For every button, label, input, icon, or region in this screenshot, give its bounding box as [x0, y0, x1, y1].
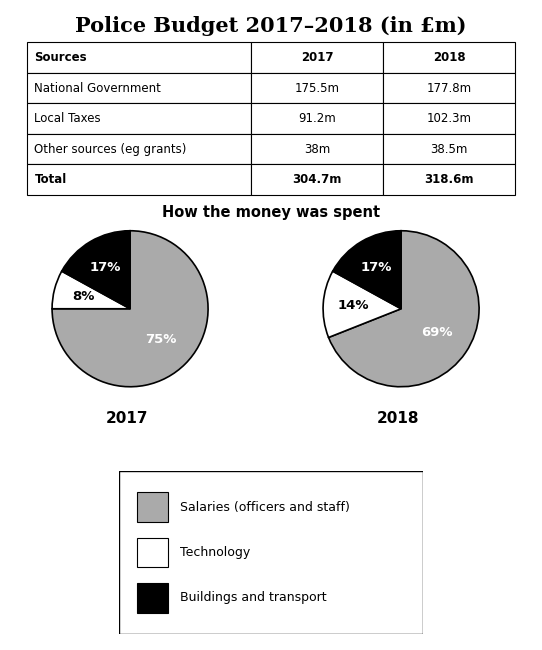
Bar: [251, 42, 383, 73]
Text: 75%: 75%: [145, 333, 176, 346]
Bar: [251, 73, 383, 103]
Text: Technology: Technology: [180, 546, 250, 559]
Wedge shape: [62, 231, 130, 309]
Text: 2018: 2018: [433, 51, 466, 64]
Bar: [138, 584, 168, 612]
Bar: [27, 134, 251, 164]
Text: 177.8m: 177.8m: [427, 81, 472, 94]
Text: 8%: 8%: [72, 290, 94, 303]
Text: Sources: Sources: [35, 51, 87, 64]
Bar: [383, 42, 515, 73]
Bar: [27, 42, 251, 73]
Text: 304.7m: 304.7m: [293, 173, 342, 186]
Bar: [138, 538, 168, 567]
Text: 38m: 38m: [304, 142, 331, 155]
Text: 2018: 2018: [377, 411, 420, 426]
Wedge shape: [328, 231, 479, 387]
Bar: [27, 164, 251, 195]
Text: 38.5m: 38.5m: [430, 142, 468, 155]
Text: 318.6m: 318.6m: [424, 173, 474, 186]
Bar: [251, 164, 383, 195]
Bar: [383, 164, 515, 195]
Text: 14%: 14%: [337, 299, 369, 312]
Text: Salaries (officers and staff): Salaries (officers and staff): [180, 500, 350, 514]
Text: Buildings and transport: Buildings and transport: [180, 592, 327, 604]
Text: 17%: 17%: [361, 261, 392, 274]
Bar: [138, 493, 168, 521]
Text: Police Budget 2017–2018 (in £m): Police Budget 2017–2018 (in £m): [75, 16, 467, 36]
Text: National Government: National Government: [35, 81, 162, 94]
Wedge shape: [52, 271, 130, 309]
Bar: [251, 134, 383, 164]
Wedge shape: [323, 271, 401, 337]
Wedge shape: [333, 231, 401, 309]
Text: 102.3m: 102.3m: [427, 112, 472, 125]
Bar: [251, 103, 383, 134]
Bar: [27, 103, 251, 134]
Bar: [383, 73, 515, 103]
Text: 69%: 69%: [421, 326, 453, 339]
Bar: [383, 103, 515, 134]
Text: Total: Total: [35, 173, 67, 186]
Bar: [383, 134, 515, 164]
Text: 17%: 17%: [90, 261, 121, 274]
Wedge shape: [52, 231, 208, 387]
Text: 2017: 2017: [106, 411, 149, 426]
Text: Local Taxes: Local Taxes: [35, 112, 101, 125]
Bar: [27, 73, 251, 103]
Text: 2017: 2017: [301, 51, 333, 64]
Text: Other sources (eg grants): Other sources (eg grants): [35, 142, 187, 155]
Text: 175.5m: 175.5m: [295, 81, 340, 94]
Text: 91.2m: 91.2m: [299, 112, 336, 125]
Text: How the money was spent: How the money was spent: [162, 205, 380, 220]
